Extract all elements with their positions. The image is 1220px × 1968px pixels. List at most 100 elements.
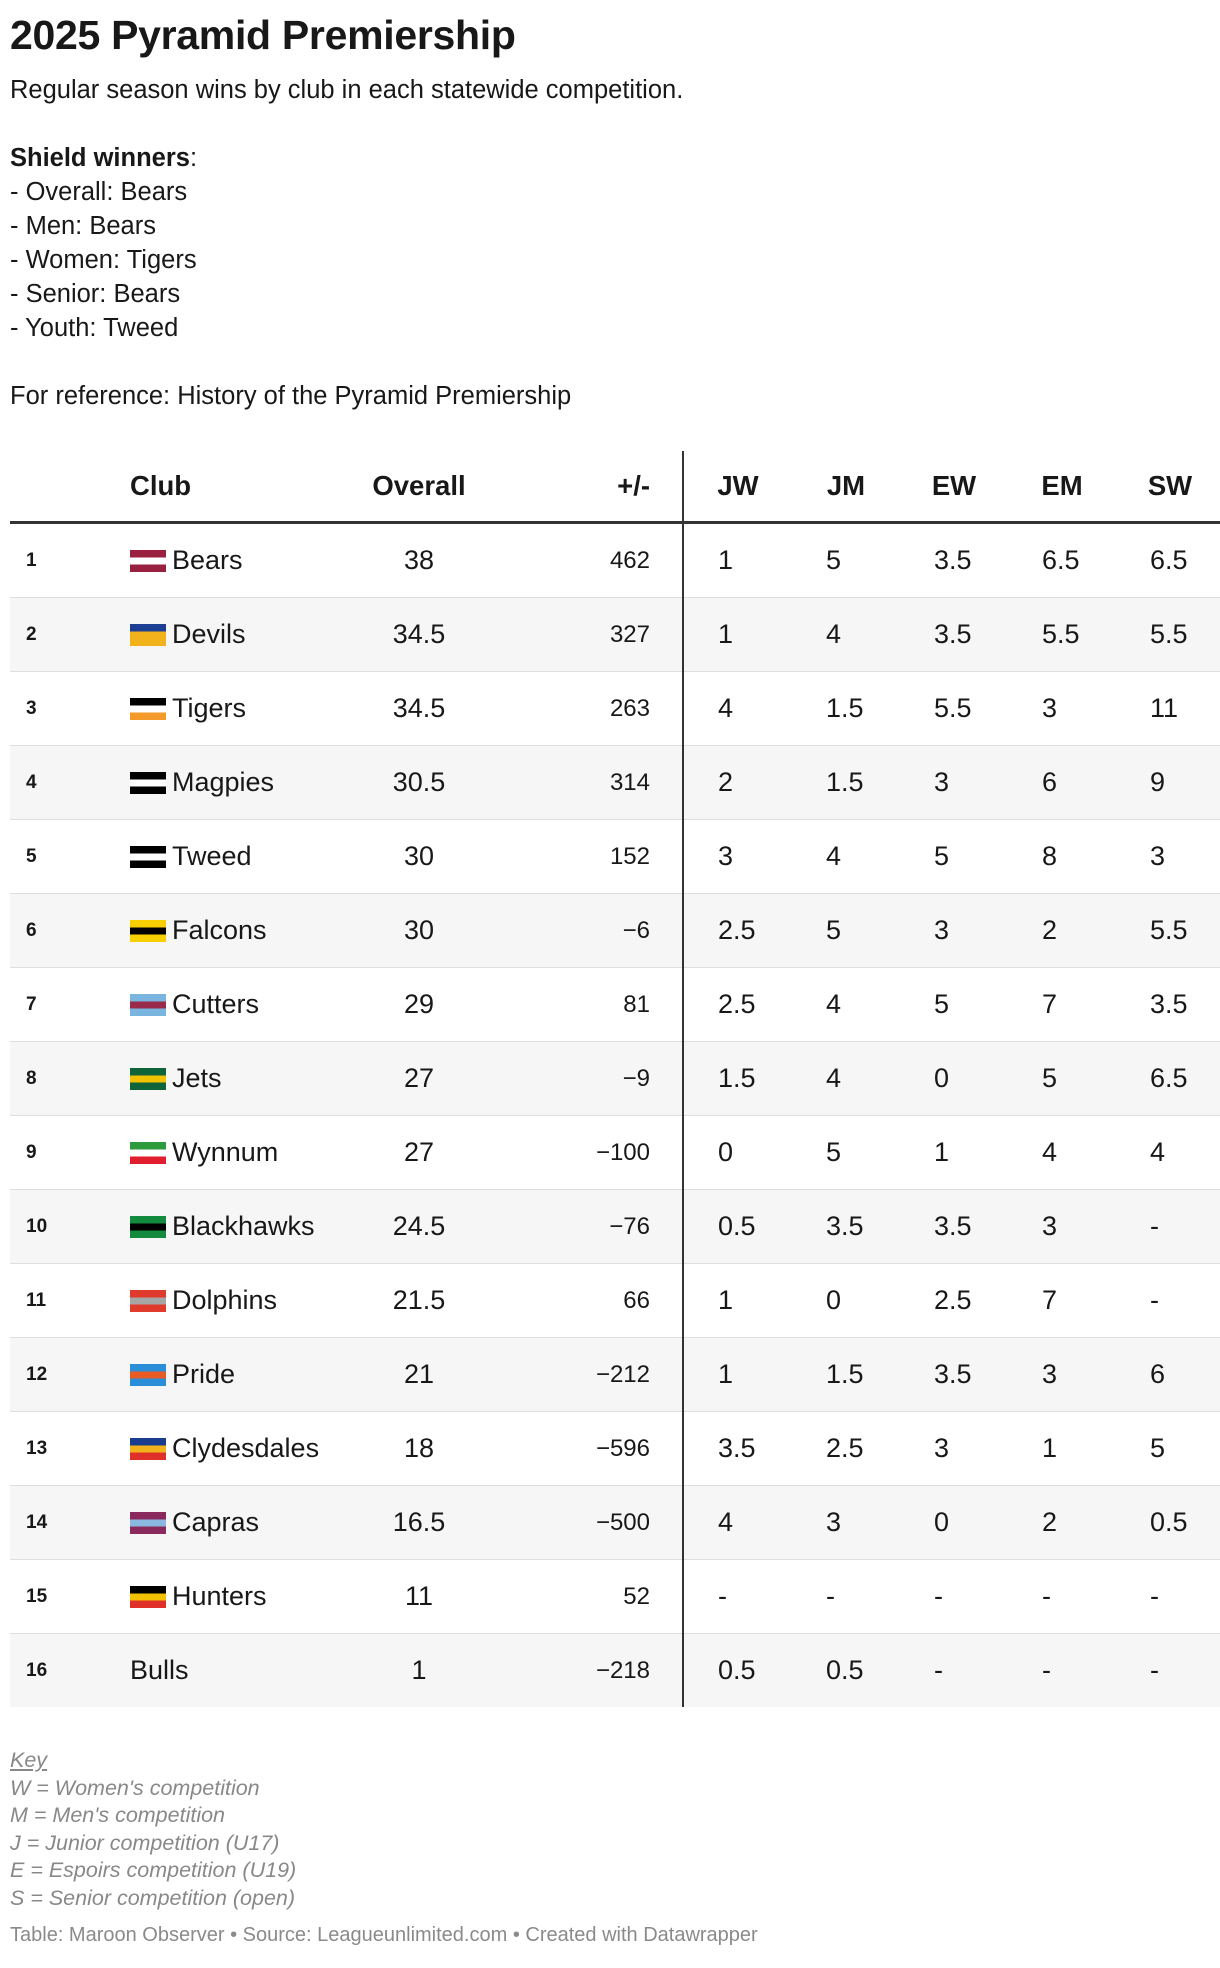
sw-cell: 0.5 [1116, 1485, 1220, 1560]
club-flag-icon [130, 919, 166, 942]
overall-cell: 29 [336, 967, 502, 1042]
ew-cell: 2.5 [900, 1263, 1008, 1338]
diff-cell: −218 [502, 1633, 684, 1707]
overall-cell: 24.5 [336, 1189, 502, 1264]
club-cell: Tweed [130, 819, 336, 894]
club-flag-icon [130, 1141, 166, 1164]
table-row: 9 Wynnum 27 −100 0 5 1 4 4 [10, 1115, 1220, 1190]
club-name: Bears [172, 545, 243, 575]
jm-cell: 5 [792, 1115, 900, 1190]
club-flag-icon [130, 1585, 166, 1608]
sw-cell: 6.5 [1116, 522, 1220, 598]
jw-cell: 1 [683, 597, 792, 672]
ew-cell: 3.5 [900, 1189, 1008, 1264]
club-flag-icon [130, 1289, 166, 1312]
standings-table: Club Overall +/- JW JM EW EM SW 1 Bears 38… [10, 451, 1220, 1707]
club-cell: Pride [130, 1337, 336, 1412]
overall-cell: 16.5 [336, 1485, 502, 1560]
jw-cell: 1 [683, 1263, 792, 1338]
shield-line-overall: - Overall: Bears [10, 178, 188, 206]
jw-cell: 3 [683, 819, 792, 894]
jm-cell: 5 [792, 893, 900, 968]
ew-cell: 0 [900, 1485, 1008, 1560]
club-name: Falcons [172, 915, 267, 945]
ew-cell: 3 [900, 1411, 1008, 1486]
club-name: Magpies [172, 767, 275, 797]
col-header-diff[interactable]: +/- [502, 451, 684, 524]
table-row: 16 Bulls 1 −218 0.5 0.5- - - [10, 1633, 1220, 1707]
diff-cell: 52 [502, 1559, 684, 1634]
club-cell: Clydesdales [130, 1411, 336, 1486]
col-header-overall[interactable]: Overall [336, 451, 502, 524]
jm-cell: 1.5 [792, 1337, 900, 1412]
jm-cell: 1.5 [792, 671, 900, 746]
sw-cell: 3.5 [1116, 967, 1220, 1042]
table-row: 3 Tigers 34.5 263 4 1.5 5.5 3 11 [10, 671, 1220, 746]
ew-cell: 1 [900, 1115, 1008, 1190]
col-header-rank[interactable] [10, 451, 130, 524]
em-cell: 2 [1008, 893, 1116, 968]
rank-cell: 15 [10, 1559, 130, 1634]
jm-cell: 4 [792, 819, 900, 894]
diff-cell: 152 [502, 819, 684, 894]
club-cell: Blackhawks [130, 1189, 336, 1264]
overall-cell: 38 [336, 522, 502, 598]
col-header-jm[interactable]: JM [792, 451, 900, 524]
jm-cell: 4 [792, 1041, 900, 1116]
reference-link[interactable]: For reference: History of the Pyramid Pr… [10, 382, 572, 410]
em-cell: 5.5 [1008, 597, 1116, 672]
club-cell: Wynnum [130, 1115, 336, 1190]
club-flag-icon [130, 549, 166, 572]
club-name: Hunters [172, 1581, 267, 1611]
club-flag-icon [130, 1437, 166, 1460]
em-cell: 8 [1008, 819, 1116, 894]
rank-cell: 3 [10, 671, 130, 746]
rank-cell: 2 [10, 597, 130, 672]
club-flag-icon [130, 1511, 166, 1534]
source-footer: Table: Maroon Observer • Source: Leagueu… [10, 1924, 758, 1946]
club-cell: Tigers [130, 671, 336, 746]
jw-cell: 2.5 [683, 967, 792, 1042]
club-flag-icon [130, 1215, 166, 1238]
jm-cell: 0.5 [792, 1633, 900, 1707]
overall-cell: 30 [336, 893, 502, 968]
sw-cell: 6 [1116, 1337, 1220, 1412]
club-cell: Magpies [130, 745, 336, 820]
diff-cell: −9 [502, 1041, 684, 1116]
jw-cell: - [683, 1559, 792, 1634]
club-name: Wynnum [172, 1137, 279, 1167]
rank-cell: 1 [10, 522, 130, 598]
ew-cell: 3.5 [900, 1337, 1008, 1412]
intro-text: Regular season wins by club in each stat… [10, 73, 1210, 413]
table-header-row: Club Overall +/- JW JM EW EM SW [10, 451, 1220, 524]
overall-cell: 18 [336, 1411, 502, 1486]
em-cell: 3 [1008, 1337, 1116, 1412]
diff-cell: −212 [502, 1337, 684, 1412]
diff-cell: −500 [502, 1485, 684, 1560]
jm-cell: 3.5 [792, 1189, 900, 1264]
club-name: Tigers [172, 693, 247, 723]
club-flag-icon [130, 623, 166, 646]
diff-cell: 81 [502, 967, 684, 1042]
col-header-ew[interactable]: EW [900, 451, 1008, 524]
rank-cell: 14 [10, 1485, 130, 1560]
club-name: Clydesdales [172, 1433, 320, 1463]
table-row: 12 Pride 21 −212 1 1.5 3.5 3 6 [10, 1337, 1220, 1412]
col-header-jw[interactable]: JW [683, 451, 792, 524]
rank-cell: 11 [10, 1263, 130, 1338]
col-header-club[interactable]: Club [130, 451, 336, 524]
ew-cell: 5 [900, 819, 1008, 894]
jw-cell: 0.5 [683, 1633, 792, 1707]
jw-cell: 1.5 [683, 1041, 792, 1116]
col-header-em[interactable]: EM [1008, 451, 1116, 524]
col-header-sw[interactable]: SW [1116, 451, 1220, 524]
overall-cell: 30.5 [336, 745, 502, 820]
jw-cell: 1 [683, 1337, 792, 1412]
jw-cell: 0 [683, 1115, 792, 1190]
club-cell: Devils [130, 597, 336, 672]
club-name: Capras [172, 1507, 260, 1537]
diff-cell: −596 [502, 1411, 684, 1486]
shield-line-men: - Men: Bears [10, 212, 156, 240]
em-cell: - [1008, 1559, 1116, 1634]
ew-cell: 3 [900, 893, 1008, 968]
